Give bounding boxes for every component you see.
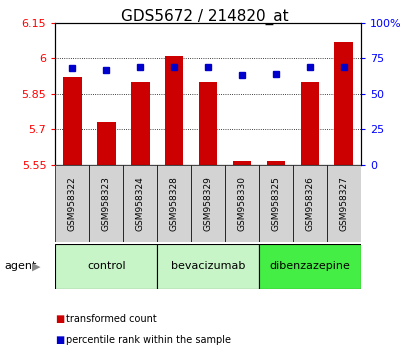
Bar <box>63 77 81 165</box>
Bar <box>55 244 157 289</box>
Text: GSM958322: GSM958322 <box>67 176 76 231</box>
Text: agent: agent <box>4 261 36 272</box>
Text: GSM958328: GSM958328 <box>169 176 178 231</box>
Text: ▶: ▶ <box>31 261 40 272</box>
Text: GSM958323: GSM958323 <box>101 176 110 231</box>
Bar <box>55 165 89 242</box>
Text: GSM958325: GSM958325 <box>271 176 280 231</box>
Bar <box>225 165 258 242</box>
Bar <box>164 56 183 165</box>
Text: dibenzazepine: dibenzazepine <box>269 261 349 272</box>
Bar <box>334 42 352 165</box>
Text: ■: ■ <box>55 335 65 345</box>
Bar <box>198 82 217 165</box>
Bar <box>232 161 251 165</box>
Text: GDS5672 / 214820_at: GDS5672 / 214820_at <box>121 9 288 25</box>
Text: GSM958326: GSM958326 <box>305 176 314 231</box>
Bar <box>97 122 115 165</box>
Text: ■: ■ <box>55 314 65 324</box>
Bar <box>258 244 360 289</box>
Bar <box>89 165 123 242</box>
Text: control: control <box>87 261 125 272</box>
Bar <box>157 165 191 242</box>
Bar <box>157 244 258 289</box>
Text: GSM958330: GSM958330 <box>237 176 246 231</box>
Text: bevacizumab: bevacizumab <box>171 261 245 272</box>
Bar <box>130 82 149 165</box>
Bar <box>258 165 292 242</box>
Text: transformed count: transformed count <box>66 314 157 324</box>
Text: percentile rank within the sample: percentile rank within the sample <box>66 335 231 345</box>
Bar <box>326 165 360 242</box>
Bar <box>123 165 157 242</box>
Bar <box>292 165 326 242</box>
Bar <box>300 82 319 165</box>
Text: GSM958329: GSM958329 <box>203 176 212 231</box>
Text: GSM958327: GSM958327 <box>339 176 348 231</box>
Bar <box>191 165 225 242</box>
Text: GSM958324: GSM958324 <box>135 176 144 231</box>
Bar <box>266 161 285 165</box>
